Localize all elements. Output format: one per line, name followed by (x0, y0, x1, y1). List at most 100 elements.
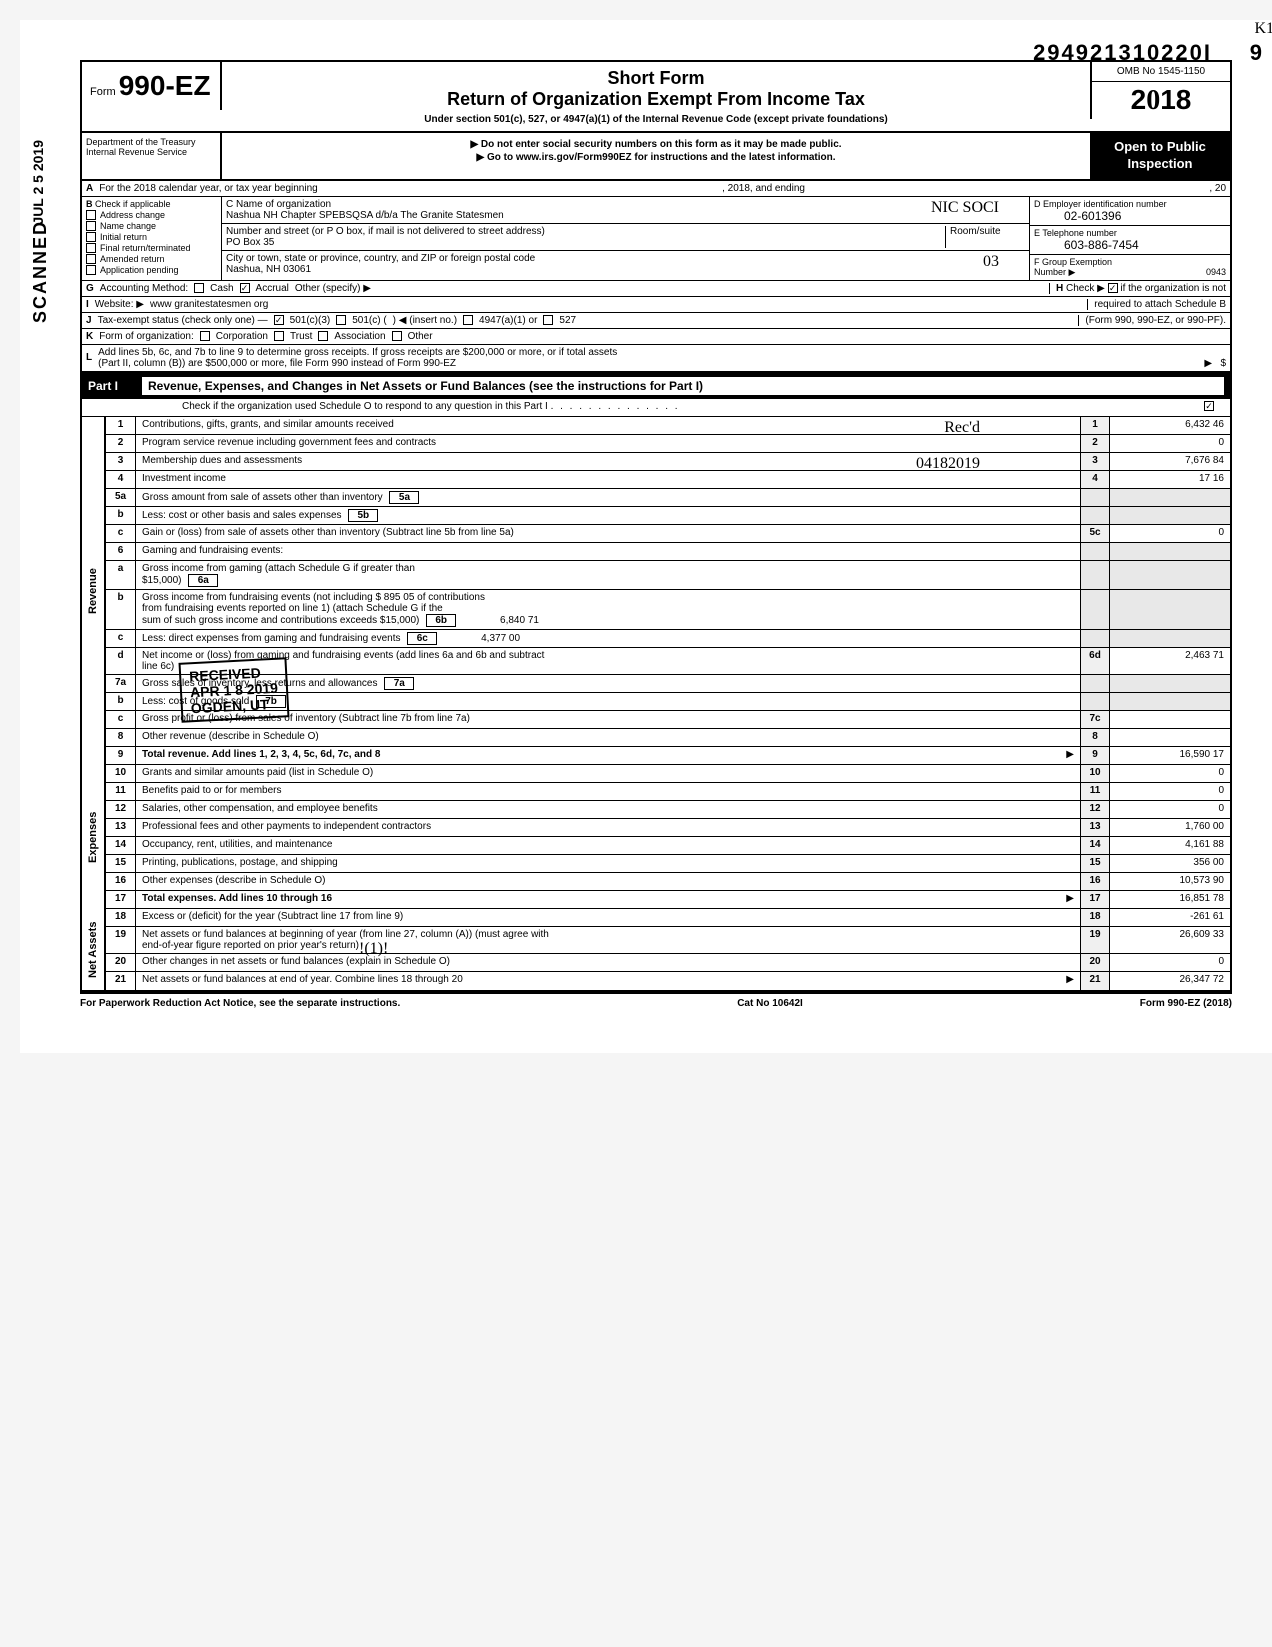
cb-sched-o[interactable] (1204, 401, 1214, 411)
cb-501c[interactable] (336, 315, 346, 325)
footer-left: For Paperwork Reduction Act Notice, see … (80, 998, 400, 1009)
line11-desc: Benefits paid to or for members (136, 783, 1080, 800)
l-text2: (Part II, column (B)) are $500,000 or mo… (98, 358, 456, 369)
cb-527[interactable] (543, 315, 553, 325)
section-e: E Telephone number 603-886-7454 (1030, 226, 1230, 255)
cb-trust[interactable] (274, 331, 284, 341)
e-label: E (1034, 228, 1040, 238)
line12-val: 0 (1110, 801, 1230, 818)
line6d-box: 6d (1080, 648, 1110, 674)
dept-cell: Department of the Treasury Internal Reve… (82, 133, 222, 179)
cb-501c3[interactable] (274, 315, 284, 325)
addr-row: Number and street (or P O box, if mail i… (222, 224, 1029, 251)
cb-pending[interactable] (86, 265, 96, 275)
part1-label: Part I (88, 379, 118, 393)
line8-box: 8 (1080, 729, 1110, 746)
expenses-label: Expenses (82, 765, 106, 909)
g-cash: Cash (210, 283, 233, 294)
section-l: L Add lines 5b, 6c, and 7b to line 9 to … (80, 345, 1232, 373)
line2-desc: Program service revenue including govern… (136, 435, 1080, 452)
line13-box: 13 (1080, 819, 1110, 836)
line6b-desc2: of contributions (417, 592, 485, 603)
line6-desc: Gaming and fundraising events: (136, 543, 1080, 560)
k-other: Other (408, 331, 433, 342)
line12-desc: Salaries, other compensation, and employ… (136, 801, 1080, 818)
opt-amended: Amended return (100, 254, 165, 264)
section-f: F Group Exemption Number ▶ 0943 (1030, 255, 1230, 280)
cb-amended[interactable] (86, 254, 96, 264)
section-d: D Employer identification number 02-6013… (1030, 197, 1230, 226)
h-text2: if the organization is not (1120, 283, 1226, 294)
line17-desc: Total expenses. Add lines 10 through 16 (142, 893, 332, 904)
instructions-row: Department of the Treasury Internal Reve… (80, 133, 1232, 181)
cb-final[interactable] (86, 243, 96, 253)
line20-desc: Other changes in net assets or fund bala… (136, 954, 1080, 971)
section-def: D Employer identification number 02-6013… (1030, 197, 1230, 280)
j-opt1: 501(c)(3) (290, 315, 331, 326)
line8-desc: Other revenue (describe in Schedule O) (136, 729, 1080, 746)
line4-val: 17 16 (1110, 471, 1230, 488)
line6b-amt: 895 05 (384, 592, 415, 603)
line14-desc: Occupancy, rent, utilities, and maintena… (136, 837, 1080, 854)
k-label: K (86, 331, 93, 342)
k-corp: Corporation (216, 331, 268, 342)
line5c-val: 0 (1110, 525, 1230, 542)
l-arrow: ▶ (1204, 358, 1212, 369)
cb-assoc[interactable] (318, 331, 328, 341)
cb-address-change[interactable] (86, 210, 96, 220)
line5a-desc: Gross amount from sale of assets other t… (142, 492, 383, 503)
e-text: Telephone number (1042, 228, 1117, 238)
cb-sched-b[interactable] (1108, 283, 1118, 293)
line6a-box: 6a (188, 574, 218, 587)
footer-center: Cat No 10642I (737, 998, 803, 1009)
g-label: G (86, 283, 94, 294)
j-opt4: 527 (559, 315, 576, 326)
g-text: Accounting Method: (100, 283, 188, 294)
form-page: 294921310220I 9 JUL 2 5 2019 SCANNED For… (20, 20, 1272, 1053)
cb-other[interactable] (392, 331, 402, 341)
i-text: Website: ▶ (95, 299, 144, 310)
org-name: Nashua NH Chapter SPEBSQSA d/b/a The Gra… (226, 210, 504, 221)
line7a-box: 7a (384, 677, 414, 690)
line12-box: 12 (1080, 801, 1110, 818)
line6a-desc1: Gross income from gaming (attach Schedul… (142, 563, 415, 574)
instructions-center: Do not enter social security numbers on … (222, 133, 1090, 179)
line1-val: 6,432 46 (1110, 417, 1230, 434)
opt-name: Name change (100, 221, 156, 231)
part1-check-text: Check if the organization used Schedule … (182, 401, 548, 412)
line5b-desc: Less: cost or other basis and sales expe… (142, 510, 342, 521)
dept-line2: Internal Revenue Service (86, 147, 216, 157)
part1-check-desc: Check if the organization used Schedule … (82, 399, 1230, 416)
part1-header: Part I Revenue, Expenses, and Changes in… (80, 373, 1232, 399)
cb-corp[interactable] (200, 331, 210, 341)
line18-box: 18 (1080, 909, 1110, 926)
cb-initial[interactable] (86, 232, 96, 242)
open-public: Open to Public Inspection (1090, 133, 1230, 179)
line15-val: 356 00 (1110, 855, 1230, 872)
line11-box: 11 (1080, 783, 1110, 800)
line21-val: 26,347 72 (1110, 972, 1230, 990)
form-prefix: Form (90, 86, 116, 98)
cb-cash[interactable] (194, 283, 204, 293)
city-row: City or town, state or province, country… (222, 251, 1029, 277)
form-subtitle: Under section 501(c), 527, or 4947(a)(1)… (228, 114, 1084, 125)
line5b-box: 5b (348, 509, 378, 522)
part1-title: Revenue, Expenses, and Changes in Net As… (142, 377, 1224, 395)
handwritten-k12: K12 (1254, 20, 1272, 38)
cb-accrual[interactable] (240, 283, 250, 293)
cb-4947[interactable] (463, 315, 473, 325)
line6b-box: 6b (426, 614, 456, 627)
f-text: Group Exemption (1042, 257, 1112, 267)
phone: 603-886-7454 (1034, 238, 1139, 252)
ein: 02-601396 (1034, 209, 1121, 223)
f-num-label: Number ▶ (1034, 267, 1075, 277)
section-i: I Website: ▶ www granitestatesmen org re… (80, 297, 1232, 313)
h-text4: (Form 990, 990-EZ, or 990-PF). (1078, 315, 1226, 326)
form-number: 990-EZ (119, 70, 211, 101)
expenses-section: Expenses 10Grants and similar amounts pa… (80, 765, 1232, 909)
footer: For Paperwork Reduction Act Notice, see … (80, 992, 1232, 1013)
line11-val: 0 (1110, 783, 1230, 800)
dept-line1: Department of the Treasury (86, 137, 216, 147)
cb-name-change[interactable] (86, 221, 96, 231)
page-number: 9 (1250, 40, 1262, 66)
